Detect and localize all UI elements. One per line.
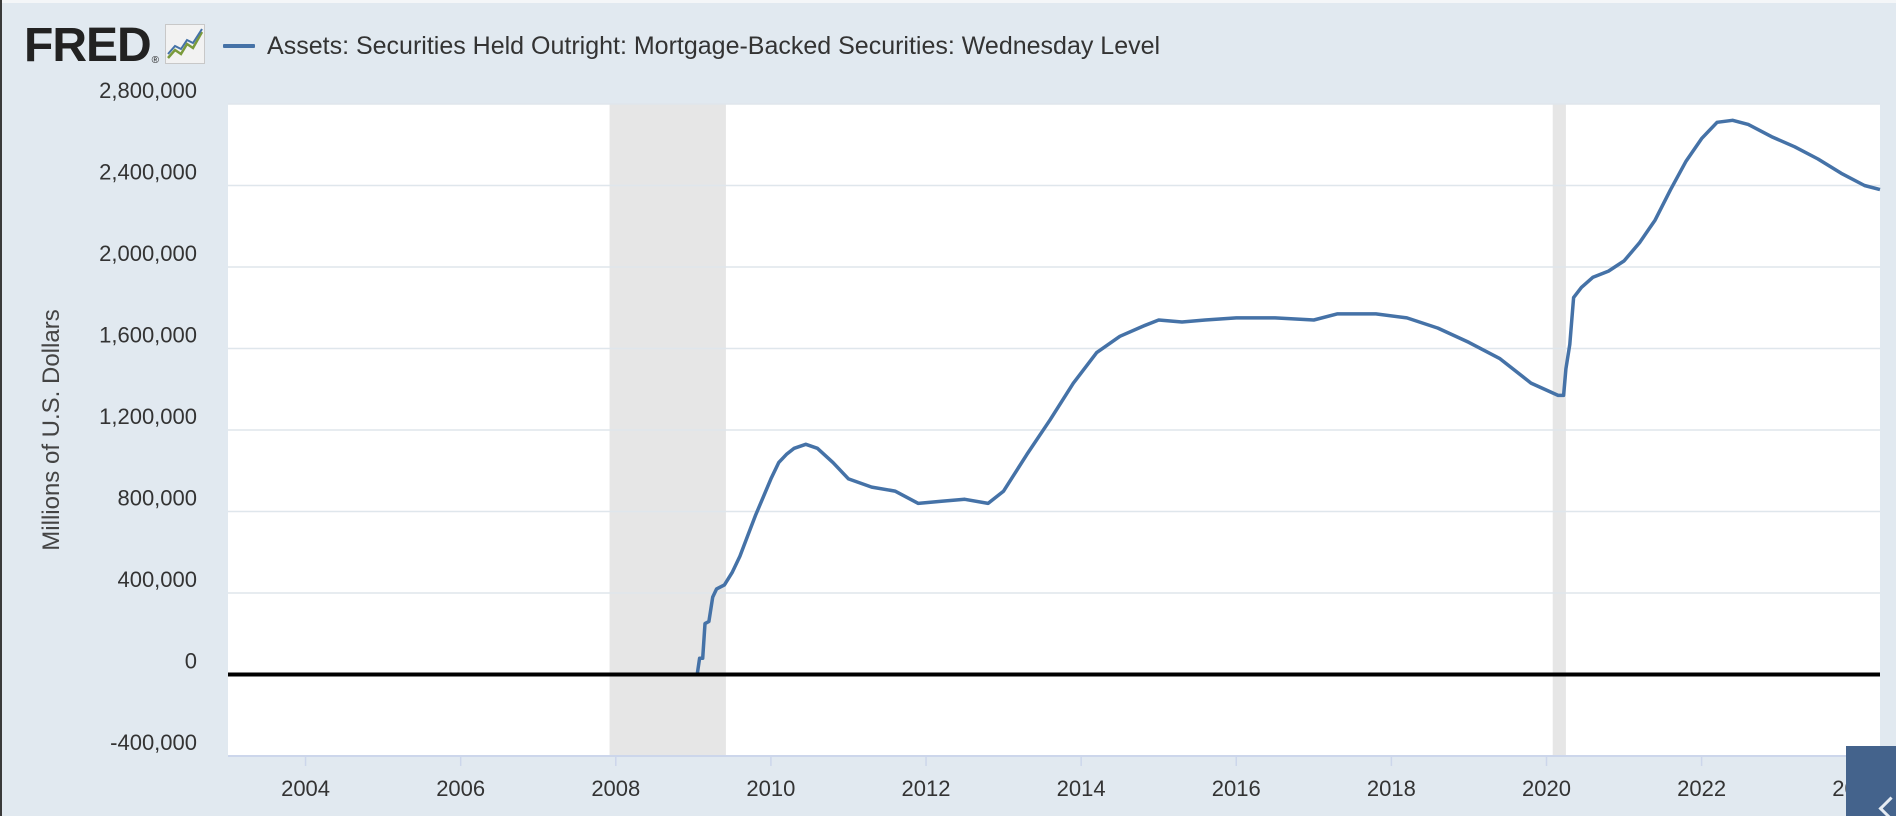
y-tick-label: 1,200,000: [99, 404, 197, 429]
y-tick-label: 1,600,000: [99, 323, 197, 348]
x-tick-label: 2008: [591, 776, 640, 801]
y-tick-label: 0: [185, 649, 197, 674]
y-tick-label: 2,000,000: [99, 241, 197, 266]
legend-label: Assets: Securities Held Outright: Mortga…: [267, 31, 1161, 60]
x-tick-label: 2022: [1677, 776, 1726, 801]
chart-header: FRED ® Assets: Securities Held Outright:…: [24, 18, 1160, 74]
x-tick-label: 2010: [746, 776, 795, 801]
y-axis-title: Millions of U.S. Dollars: [38, 309, 65, 550]
y-tick-label: 2,800,000: [99, 78, 197, 103]
x-tick-label: 2006: [436, 776, 485, 801]
fred-logo-text: FRED: [24, 19, 152, 72]
y-tick-label: 400,000: [117, 567, 197, 592]
legend-item[interactable]: Assets: Securities Held Outright: Mortga…: [223, 32, 1160, 61]
x-tick-label: 2004: [281, 776, 330, 801]
top-divider: [2, 0, 1896, 3]
x-tick-label: 2018: [1367, 776, 1416, 801]
x-tick-label: 2012: [902, 776, 951, 801]
y-tick-label: 2,400,000: [99, 160, 197, 185]
fred-logo[interactable]: FRED ®: [24, 19, 206, 72]
series-line: [228, 118, 1881, 677]
legend-swatch: [223, 44, 256, 48]
chart-menu-button[interactable]: [1846, 746, 1896, 816]
y-tick-label: -400,000: [110, 730, 197, 755]
x-tick-label: 2020: [1522, 776, 1571, 801]
registered-mark: ®: [151, 55, 160, 66]
y-tick-label: 800,000: [117, 486, 197, 511]
chevron-icon: [1878, 796, 1896, 816]
chart-line-icon: [165, 23, 206, 69]
x-tick-label: 2014: [1057, 776, 1106, 801]
x-tick-label: 2016: [1212, 776, 1261, 801]
